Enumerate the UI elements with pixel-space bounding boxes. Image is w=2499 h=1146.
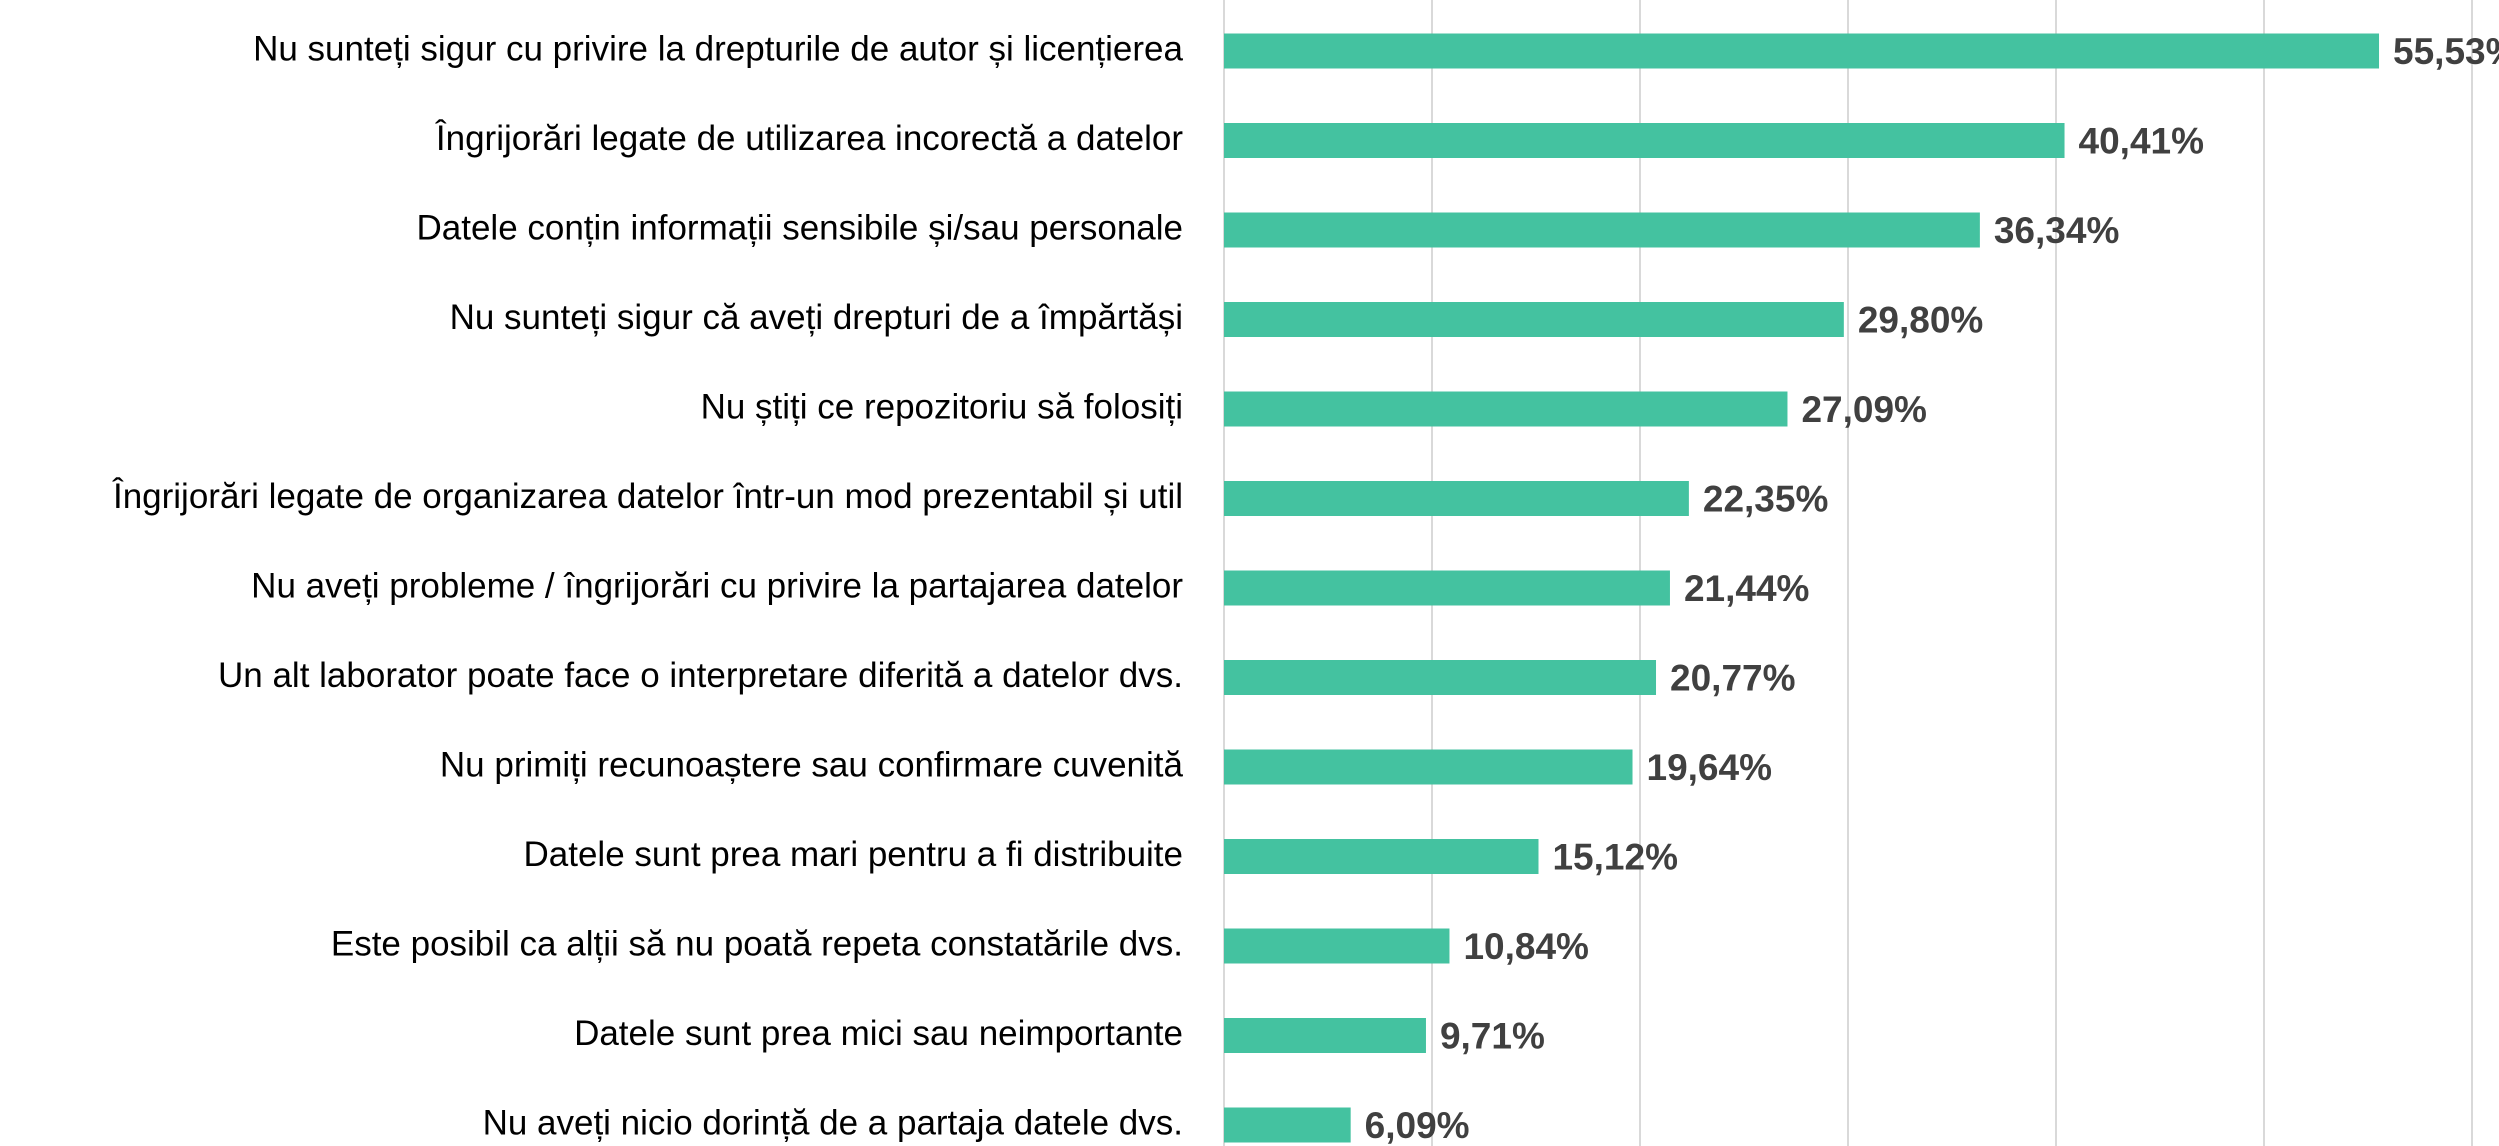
y-tick-label: Nu sunteți sigur că aveți drepturi de a … <box>450 298 1183 337</box>
y-tick-label: Datele sunt prea mici sau neimportante <box>574 1014 1183 1053</box>
bar <box>1224 928 1450 964</box>
y-tick-label: Este posibil ca alții să nu poată repeta… <box>331 924 1183 963</box>
bar <box>1224 839 1539 874</box>
data-label: 6,09% <box>1365 1105 1470 1146</box>
data-label: 40,41% <box>2079 120 2205 161</box>
bar <box>1224 212 1980 248</box>
y-tick-label: Îngrijorări legate de utilizarea incorec… <box>435 119 1183 158</box>
bar <box>1224 302 1844 337</box>
bar <box>1224 1107 1351 1143</box>
data-label: 27,09% <box>1801 389 1927 430</box>
bar <box>1224 570 1670 606</box>
data-label: 10,84% <box>1463 926 1589 967</box>
y-tick-label: Datele sunt prea mari pentru a fi distri… <box>524 835 1184 874</box>
y-tick-label: Nu primiți recunoaștere sau confirmare c… <box>440 745 1184 784</box>
bar <box>1224 33 2380 69</box>
bar <box>1224 660 1657 695</box>
y-tick-label: Îngrijorări legate de organizarea datelo… <box>112 477 1183 516</box>
data-label: 29,80% <box>1858 299 1984 340</box>
bar <box>1224 481 1689 516</box>
data-label: 15,12% <box>1552 836 1678 877</box>
y-tick-label: Un alt laborator poate face o interpreta… <box>218 656 1183 695</box>
data-label: 21,44% <box>1684 568 1810 609</box>
y-tick-label: Datele conțin informații sensibile și/sa… <box>416 208 1183 247</box>
data-label: 36,34% <box>1994 210 2120 251</box>
bar <box>1224 1018 1426 1053</box>
y-tick-label: Nu aveți nicio dorință de a partaja date… <box>483 1103 1183 1142</box>
data-label: 22,35% <box>1703 478 1829 519</box>
y-tick-label: Nu sunteți sigur cu privire la drepturil… <box>253 29 1183 68</box>
data-label: 19,64% <box>1647 747 1773 788</box>
data-label: 55,53% <box>2393 31 2499 72</box>
bar <box>1224 123 2065 158</box>
y-tick-label: Nu aveți probleme / îngrijorări cu privi… <box>251 566 1183 605</box>
data-label: 20,77% <box>1670 657 1796 698</box>
data-label: 9,71% <box>1440 1015 1545 1056</box>
y-tick-label: Nu știți ce repozitoriu să folosiți <box>701 387 1183 426</box>
bar <box>1224 391 1788 427</box>
bar <box>1224 749 1633 785</box>
